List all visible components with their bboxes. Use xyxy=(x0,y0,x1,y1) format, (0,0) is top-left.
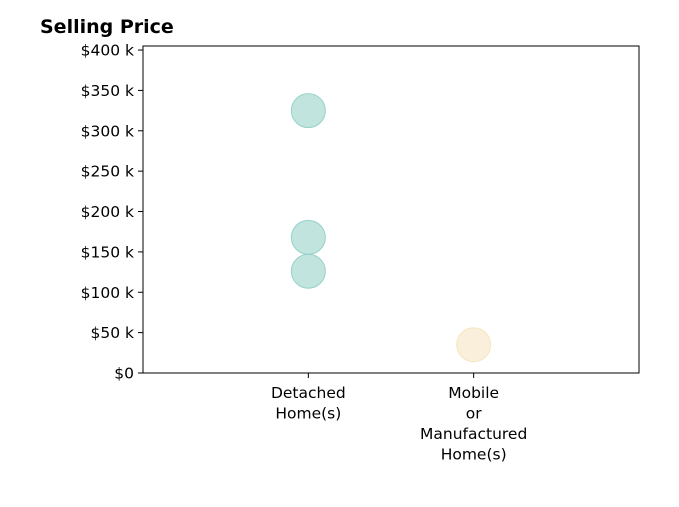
y-tick-label: $250 k xyxy=(81,163,134,181)
y-tick-label: $300 k xyxy=(81,122,134,140)
points-layer xyxy=(290,93,492,363)
x-tick-label-line: Detached xyxy=(271,384,346,402)
data-point xyxy=(290,253,326,289)
y-tick-label: $150 k xyxy=(81,243,134,261)
data-point xyxy=(456,327,492,363)
x-tick-label-line: Home(s) xyxy=(275,405,341,423)
y-tick-label: $0 xyxy=(114,365,134,383)
chart-title: Selling Price xyxy=(40,16,174,38)
x-tick-label: Mobile or Manufactured Home(s) xyxy=(420,384,527,464)
y-tick-label: $200 k xyxy=(81,203,134,221)
y-tick-label: $350 k xyxy=(81,82,134,100)
data-point xyxy=(290,93,326,129)
data-point xyxy=(290,219,326,255)
x-tick-label: Detached Home(s) xyxy=(271,384,346,423)
x-tick-label-line: Manufactured xyxy=(420,425,527,443)
x-tick-label-line: or xyxy=(466,405,482,423)
axes-layer: $0 $50 k $100 k $150 k $200 k $250 k $300 k $35… xyxy=(81,42,640,464)
y-tick-label: $400 k xyxy=(81,42,134,60)
y-tick-label: $50 k xyxy=(91,324,135,342)
plot-frame xyxy=(142,45,640,374)
y-tick-label: $100 k xyxy=(81,284,134,302)
x-tick-label-line: Home(s) xyxy=(441,446,507,464)
x-tick-label-line: Mobile xyxy=(448,384,499,402)
